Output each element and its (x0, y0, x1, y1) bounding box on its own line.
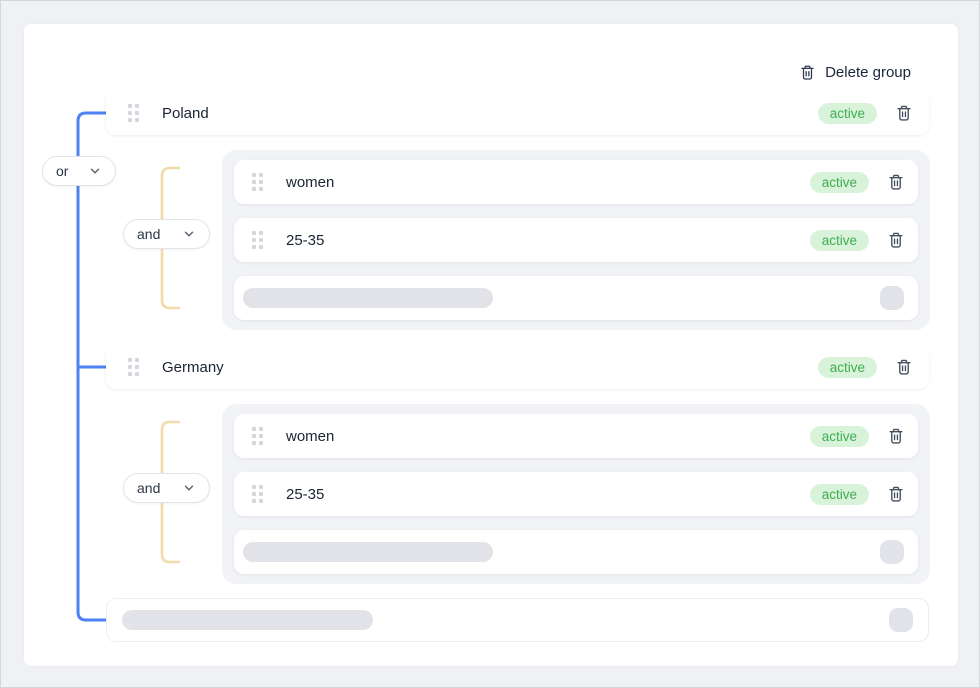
skeleton-circle (880, 540, 904, 564)
group-operator-value: and (137, 226, 161, 242)
drag-handle-icon[interactable] (252, 427, 263, 445)
drag-handle-icon[interactable] (252, 173, 263, 191)
delete-row-icon[interactable] (895, 104, 913, 122)
delete-row-icon[interactable] (887, 173, 905, 191)
root-operator-value: or (56, 163, 69, 179)
group-label: Germany (162, 358, 224, 376)
condition-placeholder-row (234, 530, 918, 574)
chevron-down-icon (182, 227, 196, 241)
group-label: Poland (162, 104, 209, 122)
condition-label: 25-35 (286, 231, 325, 249)
status-badge: active (817, 356, 877, 378)
status-badge: active (817, 102, 877, 124)
condition-row[interactable]: 25-35 active (234, 472, 918, 516)
status-badge: active (809, 229, 869, 251)
condition-row[interactable]: 25-35 active (234, 218, 918, 262)
status-badge: active (809, 483, 869, 505)
skeleton-bar (243, 288, 493, 308)
delete-group-label: Delete group (825, 64, 911, 81)
group-operator-dropdown[interactable]: and (123, 219, 210, 249)
condition-label: 25-35 (286, 485, 325, 503)
condition-row[interactable]: women active (234, 414, 918, 458)
group-conditions-container: women active 25-35 active (222, 150, 930, 330)
drag-handle-icon[interactable] (252, 485, 263, 503)
status-badge: active (809, 171, 869, 193)
group-conditions-container: women active 25-35 active (222, 404, 930, 584)
skeleton-bar (122, 610, 373, 630)
delete-group-button[interactable]: Delete group (799, 64, 911, 81)
filter-builder-card: Delete group or Poland active and women (23, 23, 959, 667)
skeleton-bar (243, 542, 493, 562)
delete-row-icon[interactable] (887, 427, 905, 445)
drag-handle-icon[interactable] (128, 358, 139, 376)
status-badge: active (809, 425, 869, 447)
group-operator-value: and (137, 480, 161, 496)
drag-handle-icon[interactable] (128, 104, 139, 122)
or-connector-line (76, 111, 106, 622)
condition-label: women (286, 427, 335, 445)
delete-row-icon[interactable] (887, 231, 905, 249)
group-operator-dropdown[interactable]: and (123, 473, 210, 503)
condition-row[interactable]: women active (234, 160, 918, 204)
skeleton-circle (880, 286, 904, 310)
group-row[interactable]: Poland active (106, 91, 929, 135)
chevron-down-icon (88, 164, 102, 178)
delete-row-icon[interactable] (887, 485, 905, 503)
trash-icon (799, 64, 816, 81)
condition-label: women (286, 173, 335, 191)
skeleton-circle (889, 608, 913, 632)
condition-placeholder-row (234, 276, 918, 320)
root-operator-dropdown[interactable]: or (42, 156, 116, 186)
group-placeholder-row (106, 598, 929, 642)
drag-handle-icon[interactable] (252, 231, 263, 249)
chevron-down-icon (182, 481, 196, 495)
delete-row-icon[interactable] (895, 358, 913, 376)
group-row[interactable]: Germany active (106, 345, 929, 389)
